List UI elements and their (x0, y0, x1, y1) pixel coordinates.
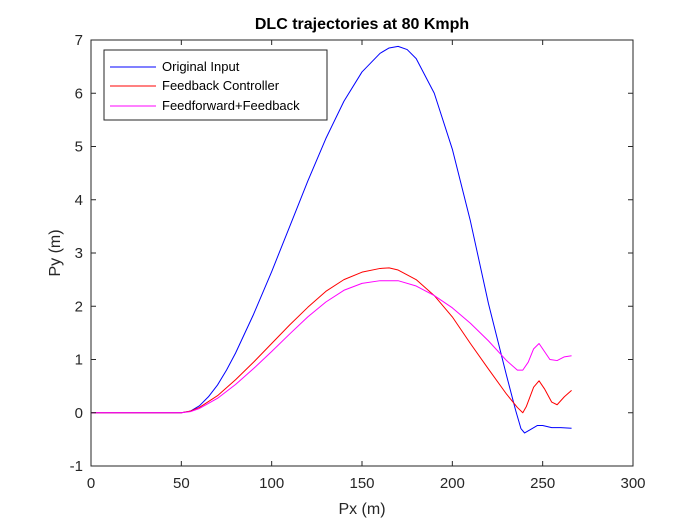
legend-label-original-input: Original Input (162, 59, 240, 74)
series-lines (91, 45, 572, 434)
y-tick-label: 5 (75, 139, 83, 156)
x-axis: 0 50 100 150 200 250 300 (87, 40, 646, 492)
x-tick-label: 300 (620, 475, 645, 492)
x-tick-label: 200 (440, 475, 465, 492)
x-tick-label: 100 (259, 475, 284, 492)
x-axis-label: Px (m) (338, 501, 385, 518)
x-tick-label: 150 (349, 475, 374, 492)
y-tick-label: 4 (75, 192, 83, 209)
y-tick-label: 1 (75, 352, 83, 369)
y-tick-label: 6 (75, 85, 83, 102)
series-line-feedforward-feedback (91, 280, 572, 414)
x-tick-label: 250 (530, 475, 555, 492)
legend-label-feedback-controller: Feedback Controller (162, 78, 280, 93)
y-tick-label: 2 (75, 298, 83, 315)
x-tick-label: 0 (87, 475, 95, 492)
y-tick-label: 3 (75, 245, 83, 262)
y-tick-label: 7 (75, 32, 83, 49)
y-tick-label: -1 (70, 458, 83, 475)
series-line-feedback-controller (91, 267, 572, 414)
y-axis-label: Py (m) (47, 229, 64, 276)
legend-label-feedforward-feedback: Feedforward+Feedback (162, 98, 300, 113)
y-tick-label: 0 (75, 405, 83, 422)
x-tick-label: 50 (173, 475, 190, 492)
y-axis: -1 0 1 2 3 4 5 6 7 (70, 32, 633, 475)
chart-title: DLC trajectories at 80 Kmph (255, 16, 469, 33)
series-line-original-input (91, 45, 572, 434)
legend-box (103, 49, 328, 121)
legend: Original Input Feedback Controller Feedf… (103, 49, 328, 121)
